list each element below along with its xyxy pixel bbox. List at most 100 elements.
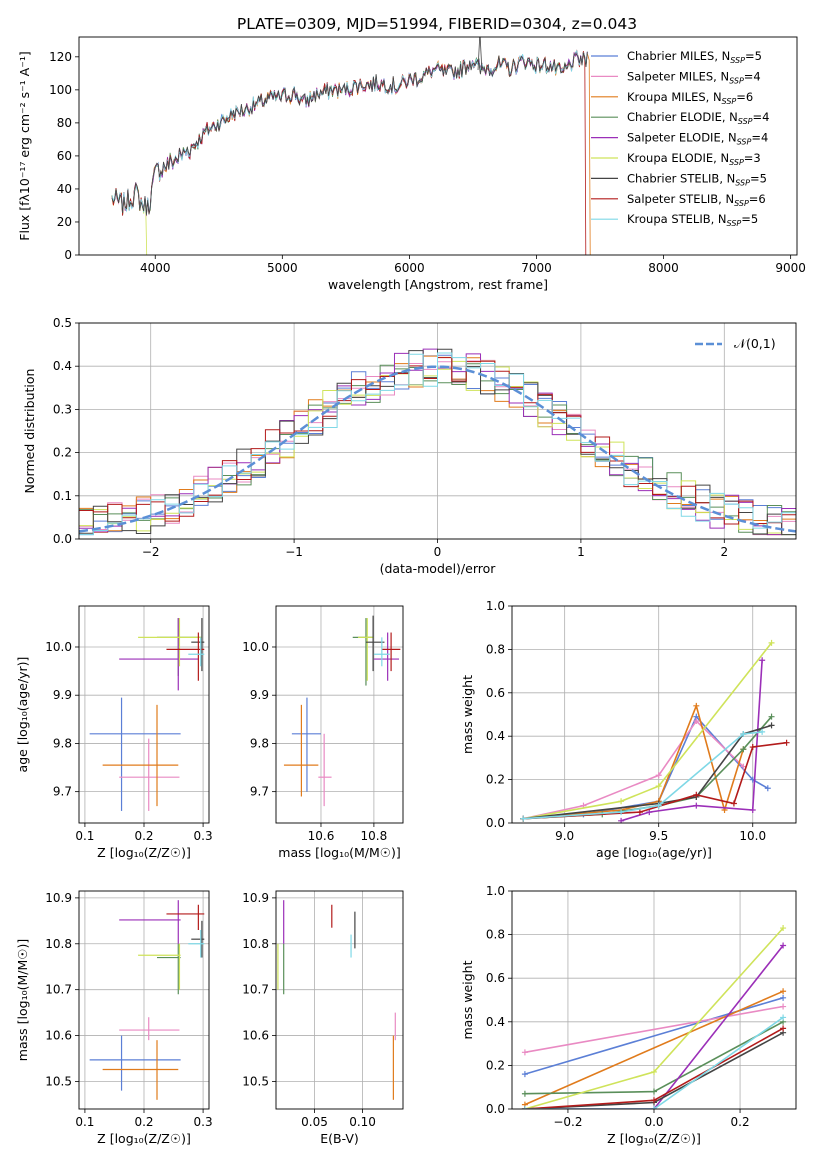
plot-area bbox=[521, 925, 787, 1109]
tick-label-x: 8000 bbox=[648, 261, 679, 275]
tick-label-x: 10.8 bbox=[361, 829, 388, 843]
spectrum-line-2 bbox=[111, 50, 591, 255]
tick-label-x: 2 bbox=[720, 545, 728, 559]
axes-frame bbox=[78, 322, 797, 540]
weight-marker-7 bbox=[780, 1025, 787, 1032]
tick-label-y: 0.4 bbox=[486, 1015, 505, 1029]
weight-marker-8 bbox=[521, 1106, 528, 1109]
figure-title: PLATE=0309, MJD=51994, FIBERID=0304, z=0… bbox=[237, 15, 637, 33]
tick-label-y: 0.8 bbox=[486, 928, 505, 942]
tick-label-x: 0.3 bbox=[194, 1115, 213, 1129]
tick-label-x: 0.2 bbox=[731, 1115, 750, 1129]
legend-label: Chabrier STELIB, NSSP=5 bbox=[627, 171, 767, 187]
axes-age-vs-Z: 0.1 0.2 0.3 9.7 9.8 9.9 10.0 Z [log₁₀(Z/Z☉)] age… bbox=[15, 605, 213, 860]
axis-label-x: E(B-V) bbox=[320, 1131, 359, 1146]
axes-mass-vs-Z: 0.1 0.2 0.3 10.5 10.6 10.7 10.8 10.9 Z [log₁₀(Z/… bbox=[15, 890, 213, 1146]
weight-marker-1 bbox=[655, 772, 662, 779]
axes-frame bbox=[275, 890, 404, 1110]
axes-mass-vs-EBV: 0.05 0.10 10.5 10.6 10.7 10.8 10.9 E(B-V) bbox=[242, 890, 404, 1146]
tick-label-y: 0.2 bbox=[486, 773, 505, 787]
tick-label-y: 0.4 bbox=[486, 729, 505, 743]
axis-label-x: Z [log₁₀(Z/Z☉)] bbox=[97, 845, 191, 860]
axis-label-x: mass [log₁₀(M/M☉)] bbox=[278, 845, 400, 860]
legend-label: Salpeter ELODIE, NSSP=4 bbox=[627, 131, 768, 147]
weight-marker-5 bbox=[651, 1068, 657, 1075]
tick-label-y: 0.4 bbox=[53, 359, 72, 373]
weight-marker-8 bbox=[780, 1014, 787, 1021]
tick-label-y: 10.0 bbox=[242, 640, 269, 654]
weight-line-1 bbox=[524, 1005, 784, 1054]
weight-marker-0 bbox=[780, 994, 787, 1001]
weight-marker-1 bbox=[521, 1049, 528, 1056]
weight-marker-1 bbox=[780, 1003, 787, 1010]
tick-label-y: 0.1 bbox=[53, 489, 72, 503]
tick-label-y: 9.8 bbox=[53, 736, 72, 750]
tick-label-x: 9.0 bbox=[555, 829, 574, 843]
weight-marker-3 bbox=[740, 746, 747, 753]
tick-label-x: 0.10 bbox=[349, 1115, 376, 1129]
weight-line-2 bbox=[523, 703, 745, 820]
spectrum-line-1 bbox=[111, 51, 588, 216]
normal-legend-label: 𝒩(0,1) bbox=[734, 336, 776, 351]
weight-marker-5 bbox=[655, 783, 662, 790]
weight-marker-4 bbox=[759, 657, 766, 664]
tick-label-y: 9.7 bbox=[250, 785, 269, 799]
grid bbox=[276, 606, 403, 823]
weight-marker-5 bbox=[618, 798, 625, 805]
halpha-spike bbox=[477, 37, 483, 71]
plot-area bbox=[89, 900, 205, 1100]
axes-mass-weight-vs-age: 9.0 9.5 10.0 0.0 0.2 0.4 0.6 0.8 1.0 age [log₁₀(a… bbox=[460, 599, 797, 860]
weight-marker-1 bbox=[740, 763, 747, 770]
weight-marker-7 bbox=[783, 739, 790, 746]
axes-frame bbox=[275, 605, 404, 824]
weight-marker-8 bbox=[655, 802, 662, 809]
tick-label-x: 0.05 bbox=[301, 1115, 328, 1129]
weight-marker-1 bbox=[693, 718, 700, 725]
axis-label-y: Normed distribution bbox=[22, 369, 37, 494]
axis-label-x: wavelength [Angstrom, rest frame] bbox=[328, 277, 548, 292]
tick-label-y: 0.2 bbox=[486, 1058, 505, 1072]
axes-residual-distribution: −2 −1 0 1 2 0.0 0.1 0.2 0.3 0.4 0.5 (data-model)/er… bbox=[22, 316, 797, 576]
plot-area bbox=[79, 348, 796, 536]
tick-label-y: 10.6 bbox=[242, 1029, 269, 1043]
plot-area bbox=[520, 639, 790, 823]
tick-label-y: 10.8 bbox=[242, 937, 269, 951]
tick-label-y: 0.6 bbox=[486, 971, 505, 985]
tick-label-y: 0.0 bbox=[486, 816, 505, 830]
tick-label-x: 0.1 bbox=[75, 1115, 94, 1129]
weight-line-8 bbox=[524, 1016, 784, 1109]
legend-label: Salpeter MILES, NSSP=4 bbox=[627, 69, 761, 85]
tick-label-x: 9000 bbox=[775, 261, 806, 275]
tick-label-y: 60 bbox=[57, 149, 72, 163]
legend-label: Kroupa STELIB, NSSP=5 bbox=[627, 212, 758, 228]
legend-label: Kroupa ELODIE, NSSP=3 bbox=[627, 151, 761, 167]
axis-label-y: mass weight bbox=[460, 960, 475, 1039]
tick-label-y: 20 bbox=[57, 215, 72, 229]
weight-marker-0 bbox=[764, 785, 771, 792]
weight-line-1 bbox=[523, 719, 744, 820]
weight-marker-8 bbox=[759, 728, 766, 735]
weight-marker-3 bbox=[768, 713, 775, 720]
tick-label-x: −1 bbox=[285, 545, 303, 559]
plot-area bbox=[283, 615, 401, 807]
normal-curve bbox=[79, 365, 796, 533]
weight-marker-8 bbox=[520, 815, 527, 822]
tick-label-y: 1.0 bbox=[486, 884, 505, 898]
tick-label-y: 0.3 bbox=[53, 402, 72, 416]
tick-label-y: 10.7 bbox=[45, 983, 72, 997]
tick-label-x: 4000 bbox=[140, 261, 171, 275]
tick-label-y: 10.7 bbox=[242, 983, 269, 997]
tick-label-y: 10.9 bbox=[45, 891, 72, 905]
grid bbox=[79, 891, 209, 1109]
axes-mass-weight-vs-Z: −0.2 0.0 0.2 0.0 0.2 0.4 0.6 0.8 1.0 Z [log₁₀(Z/Z… bbox=[460, 884, 797, 1146]
tick-label-y: 0.5 bbox=[53, 316, 72, 330]
tick-label-y: 100 bbox=[49, 83, 72, 97]
weight-marker-3 bbox=[521, 1090, 528, 1097]
grid bbox=[512, 890, 796, 1110]
tick-label-y: 10.6 bbox=[45, 1029, 72, 1043]
tick-label-x: 0.3 bbox=[194, 829, 213, 843]
spectrum-line-3 bbox=[111, 51, 588, 216]
plot-area bbox=[111, 37, 591, 255]
axes-frame bbox=[78, 36, 798, 256]
tick-label-x: 6000 bbox=[394, 261, 425, 275]
